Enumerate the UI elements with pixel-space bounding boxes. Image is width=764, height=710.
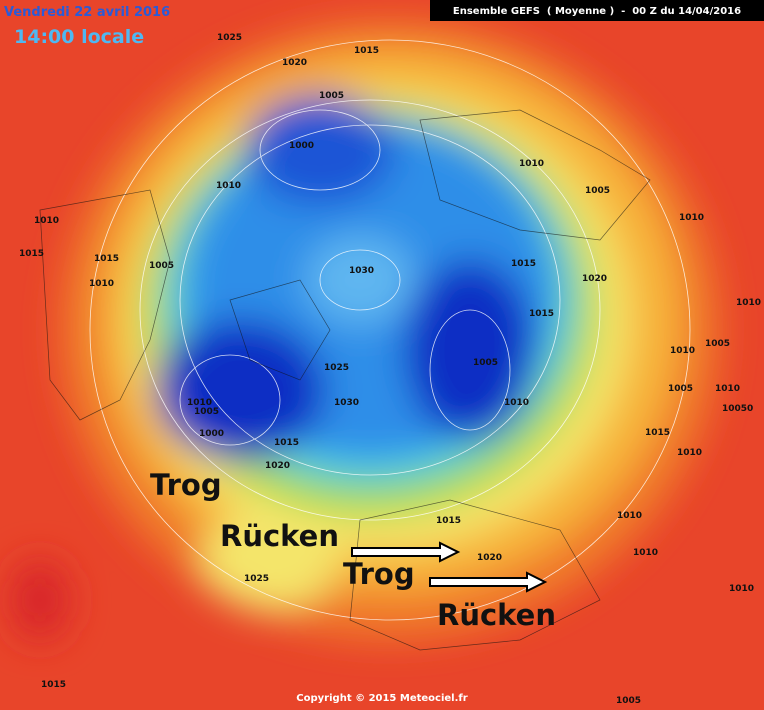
isobar-label: 1010 (617, 511, 642, 521)
isobar-label: 1005 (149, 261, 174, 271)
isobar-label: 1005 (585, 186, 610, 196)
pressure-field (10, 20, 720, 640)
isobar-label: 1010 (715, 384, 740, 394)
annotation: Trog (343, 557, 415, 591)
model-run: Ensemble GEFS ( Moyenne ) - 00 Z du 14/0… (453, 6, 741, 17)
isobar-label: 1020 (265, 461, 290, 471)
isobar-label: 1005 (616, 696, 641, 706)
isobar-label: 1030 (334, 398, 359, 408)
isobar-label: 1005 (473, 358, 498, 368)
isobar-label: 1010 (216, 181, 241, 191)
isobar-label: 1015 (19, 249, 44, 259)
isobar-label: 1015 (511, 259, 536, 269)
isobar-label: 1010 (89, 279, 114, 289)
isobar-label: 1020 (282, 58, 307, 68)
isobar-label: 1000 (199, 429, 224, 439)
annotation: Rücken (220, 519, 339, 553)
isobar-label: 1025 (217, 33, 242, 43)
isobar-label: 1010 (729, 584, 754, 594)
isobar-label: 1010 (34, 216, 59, 226)
isobar-label: 1015 (94, 254, 119, 264)
isobar-label: 1010 (670, 346, 695, 356)
arrow (351, 541, 461, 563)
isobar-label: 1020 (582, 274, 607, 284)
isobar-label: 1020 (477, 553, 502, 563)
time: 14:00 locale (14, 26, 144, 48)
annotation: Rücken (437, 598, 556, 632)
isobar-label: 1015 (354, 46, 379, 56)
isobar-label: 1005 (705, 339, 730, 349)
copyright: Copyright © 2015 Meteociel.fr (296, 693, 467, 704)
isobar-label: 1010 (736, 298, 761, 308)
annotation: Trog (150, 468, 222, 502)
isobar-label: 1015 (529, 309, 554, 319)
isobar-label: 1010 (187, 398, 212, 408)
isobar-label: 1025 (244, 574, 269, 584)
isobar-label: 1000 (289, 141, 314, 151)
isobar-label: 1005 (668, 384, 693, 394)
isobars (89, 39, 691, 621)
isobar-label: 10050 (722, 404, 753, 414)
arrow (429, 571, 548, 593)
isobar-label: 1025 (324, 363, 349, 373)
isobar-label: 1015 (645, 428, 670, 438)
isobar-labels: 1025102010151005100010101010100510101010… (19, 33, 761, 706)
isobar-label: 1005 (194, 407, 219, 417)
header-bar (430, 0, 764, 21)
isobar-label: 1030 (349, 266, 374, 276)
isobar-label: 1015 (436, 516, 461, 526)
coastlines (39, 109, 651, 651)
isobar-label: 1010 (504, 398, 529, 408)
arrows (351, 541, 548, 593)
date: Vendredi 22 avril 2016 (4, 5, 170, 20)
isobar-label: 1005 (319, 91, 344, 101)
isobar-label: 1010 (633, 548, 658, 558)
isobar-label: 1010 (519, 159, 544, 169)
isobar-label: 1010 (679, 213, 704, 223)
isobar-label: 1015 (41, 680, 66, 690)
isobar-label: 1010 (677, 448, 702, 458)
isobar-label: 1015 (274, 438, 299, 448)
